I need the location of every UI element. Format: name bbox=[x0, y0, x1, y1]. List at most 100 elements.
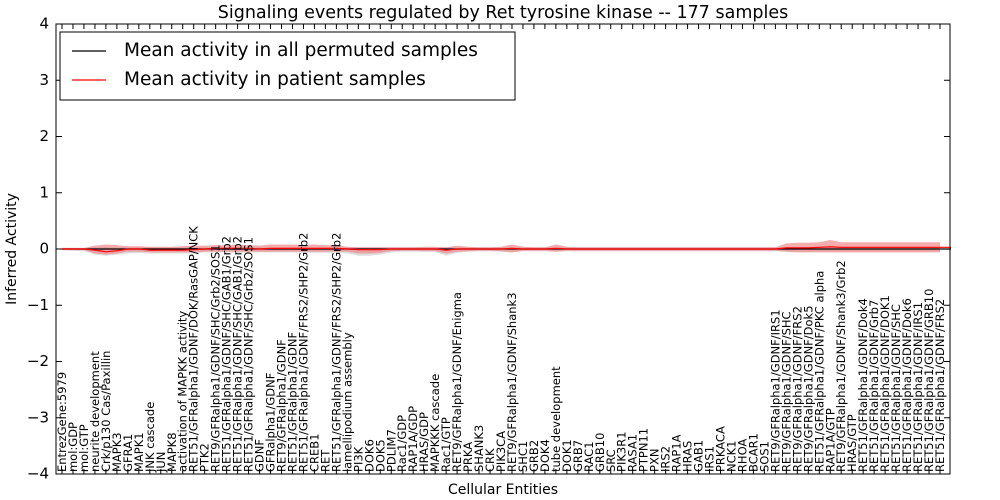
x-tick-label: RET51/GFRalpha1/GDNF/Grb7 bbox=[867, 300, 881, 472]
x-tick-label: RET51/GFRalpha1/GDNF/FRS2/SHP2/Grb2 bbox=[329, 233, 343, 472]
x-tick-label: Crk/p130 Cas/Paxillin bbox=[99, 351, 113, 472]
x-tick-label: mol:GTP bbox=[77, 424, 91, 472]
x-tick-label: Rac1/GTP bbox=[439, 417, 453, 472]
chart-title: Signaling events regulated by Ret tyrosi… bbox=[218, 3, 788, 23]
x-axis-title: Cellular Entities bbox=[448, 482, 558, 498]
x-tick-label: CRK bbox=[483, 448, 497, 472]
y-tick-label: 4 bbox=[39, 15, 49, 33]
x-tick-label: activation of MAPKK activity bbox=[176, 311, 190, 472]
y-axis-title: Inferred Activity bbox=[4, 193, 20, 305]
x-tick-label: DOK1 bbox=[560, 439, 574, 472]
x-tick-label: lamellipodium assembly bbox=[340, 332, 354, 472]
x-tick-label: PXN bbox=[648, 449, 662, 472]
x-tick-label: MAPKKK cascade bbox=[428, 374, 442, 472]
x-tick-label: RET51/GFRalpha1/GDNF bbox=[286, 332, 300, 472]
x-tick-label: RET51/GFRalpha1/GDNF/SHC/Grb2/SOS1 bbox=[242, 237, 256, 472]
y-tick-label: 1 bbox=[39, 183, 49, 201]
x-tick-label: RET51/GFRalpha1/GDNF/Dok6 bbox=[900, 298, 914, 472]
x-tick-label: RET9/GFRalpha1/GDNF/Dok5 bbox=[801, 305, 815, 472]
series-line-patient bbox=[62, 246, 951, 253]
x-tick-label: RAP1A/GTP bbox=[823, 408, 837, 472]
x-tick-label: RET9/GFRalpha1/GDNF/SHC/Grb2/SOS1 bbox=[209, 244, 223, 472]
patient-range-layer bbox=[62, 240, 940, 255]
x-tick-label: PRKACA bbox=[714, 426, 728, 472]
x-tick-label: MAPK1 bbox=[132, 432, 146, 472]
x-tick-label: SRC bbox=[604, 449, 618, 472]
x-tick-label: tube development bbox=[549, 366, 563, 472]
x-tick-label: RET51/GFRalpha1/GDNF/SHC/GAB1/Grb2 bbox=[231, 236, 245, 472]
legend-entry-permuted: Mean activity in all permuted samples bbox=[124, 40, 478, 61]
y-tick-label: 2 bbox=[39, 127, 49, 145]
x-tick-label: GFRalpha1/GDNF bbox=[264, 373, 278, 472]
x-tick-label: RET51/GFRalpha1/GDNF/FRS2 bbox=[933, 299, 947, 472]
y-tick-label: −4 bbox=[27, 465, 49, 483]
x-tick-label: MAPK3 bbox=[110, 432, 124, 472]
x-tick-label: SHC1 bbox=[516, 441, 530, 472]
x-tick-label: RET51/GFRalpha1/GDNF/GRB10 bbox=[922, 289, 936, 472]
x-tick-label: PIK3R1 bbox=[615, 431, 629, 472]
x-tick-label: BCAR1 bbox=[746, 433, 760, 472]
x-tick-label: PDLIM7 bbox=[384, 429, 398, 472]
legend-box bbox=[59, 31, 516, 101]
x-tick-label: Rac1/GDP bbox=[395, 415, 409, 472]
x-tick-label: HRAS/GTP bbox=[845, 414, 859, 472]
x-tick-label: GDNF bbox=[253, 439, 267, 472]
x-tick-label: PI3K bbox=[351, 446, 365, 472]
y-axis: −4 −3 −2 −1 0 1 2 3 4 bbox=[27, 15, 950, 483]
x-tick-label: JNK cascade bbox=[143, 402, 157, 473]
series-layer bbox=[62, 246, 951, 253]
x-tick-label: CREB1 bbox=[307, 433, 321, 472]
x-tick-label: DOK4 bbox=[538, 439, 552, 472]
x-tick-label: PTPN11 bbox=[637, 428, 651, 472]
x-tick-label: RET9/GFRalpha1/GDNF/Shank3/Grb2 bbox=[834, 260, 848, 472]
x-tick-label: RET9/GFRalpha1/GDNF/SHC bbox=[779, 311, 793, 472]
y-tick-label: −1 bbox=[27, 296, 49, 314]
x-tick-label: GRB2 bbox=[527, 440, 541, 472]
y-tick-label: −2 bbox=[27, 352, 49, 370]
x-tick-label: RET51/GFRalpha1/GDNF/PKC alpha bbox=[812, 271, 826, 472]
x-tick-label: RET51/GFRalpha1/GDNF/SHC bbox=[889, 304, 903, 472]
x-tick-label: PRKA bbox=[461, 442, 475, 472]
x-tick-label: SHANK3 bbox=[472, 425, 486, 472]
x-tick-label: RET51/GFRalpha1/GDNF/FRS2/SHP2/Grb2 bbox=[296, 233, 310, 472]
x-tick-label: RET51/GFRalpha1/GDNF/DOK1 bbox=[878, 295, 892, 472]
plot-frame bbox=[55, 23, 951, 475]
x-tick-label: HRAS/GDP bbox=[417, 412, 431, 472]
x-tick-label: GFRA1 bbox=[121, 434, 135, 472]
x-tick-label: RHOA bbox=[736, 439, 750, 472]
x-tick-label: IRS1 bbox=[703, 446, 717, 472]
y-tick-label: 0 bbox=[39, 240, 49, 258]
legend: Mean activity in all permuted samples Me… bbox=[59, 31, 516, 101]
x-tick-label: NCK1 bbox=[725, 441, 739, 473]
x-tick-label: RASA1 bbox=[626, 434, 640, 472]
x-tick-label: JUN bbox=[154, 452, 168, 473]
x-tick-label: DOK5 bbox=[373, 439, 387, 472]
x-tick-label: GRB7 bbox=[571, 440, 585, 472]
x-tick-label: RAC1 bbox=[582, 441, 596, 472]
x-tick-label: IRS2 bbox=[659, 446, 673, 472]
x-tick-label: RET51/GFRalpha1/GDNF/IRS1 bbox=[911, 302, 925, 472]
x-tick-label: MAPK8 bbox=[165, 432, 179, 472]
x-tick-label: RAP1A bbox=[670, 434, 684, 472]
x-tick-label: RET9/GFRalpha1/GDNF/IRS1 bbox=[768, 309, 782, 472]
x-tick-label: PIK3CA bbox=[494, 431, 508, 472]
x-tick-label: RET9/GFRalpha1/GDNF/Shank3 bbox=[505, 292, 519, 472]
x-tick-label: GAB1 bbox=[692, 440, 706, 472]
legend-entry-patient: Mean activity in patient samples bbox=[124, 69, 426, 90]
x-tick-label: PTK2 bbox=[198, 443, 212, 472]
x-tick-label: RET bbox=[318, 449, 332, 472]
y-tick-label: 3 bbox=[39, 71, 49, 89]
x-tick-label: RET51/GFRalpha1/GDNF/SHC/GAB1/Grb2 bbox=[220, 236, 234, 472]
x-tick-label: RET51/GFRalpha1/GDNF/Dok4 bbox=[856, 298, 870, 472]
x-tick-label: HRAS bbox=[681, 441, 695, 472]
x-tick-label: EntrezGene:5979 bbox=[55, 372, 69, 472]
x-tick-label: mol:GDP bbox=[66, 422, 80, 472]
x-tick-label: RET51/GFRalpha1/GDNF/DOK/RasGAP/NCK bbox=[187, 226, 201, 472]
x-tick-label: neurite development bbox=[88, 351, 102, 472]
x-tick-label: SOS1 bbox=[757, 441, 771, 472]
x-tick-label: RET9/GFRalpha1/GDNF bbox=[275, 339, 289, 472]
x-tick-label: RAP1A/GDP bbox=[406, 406, 420, 472]
x-tick-label: GRB10 bbox=[593, 433, 607, 472]
